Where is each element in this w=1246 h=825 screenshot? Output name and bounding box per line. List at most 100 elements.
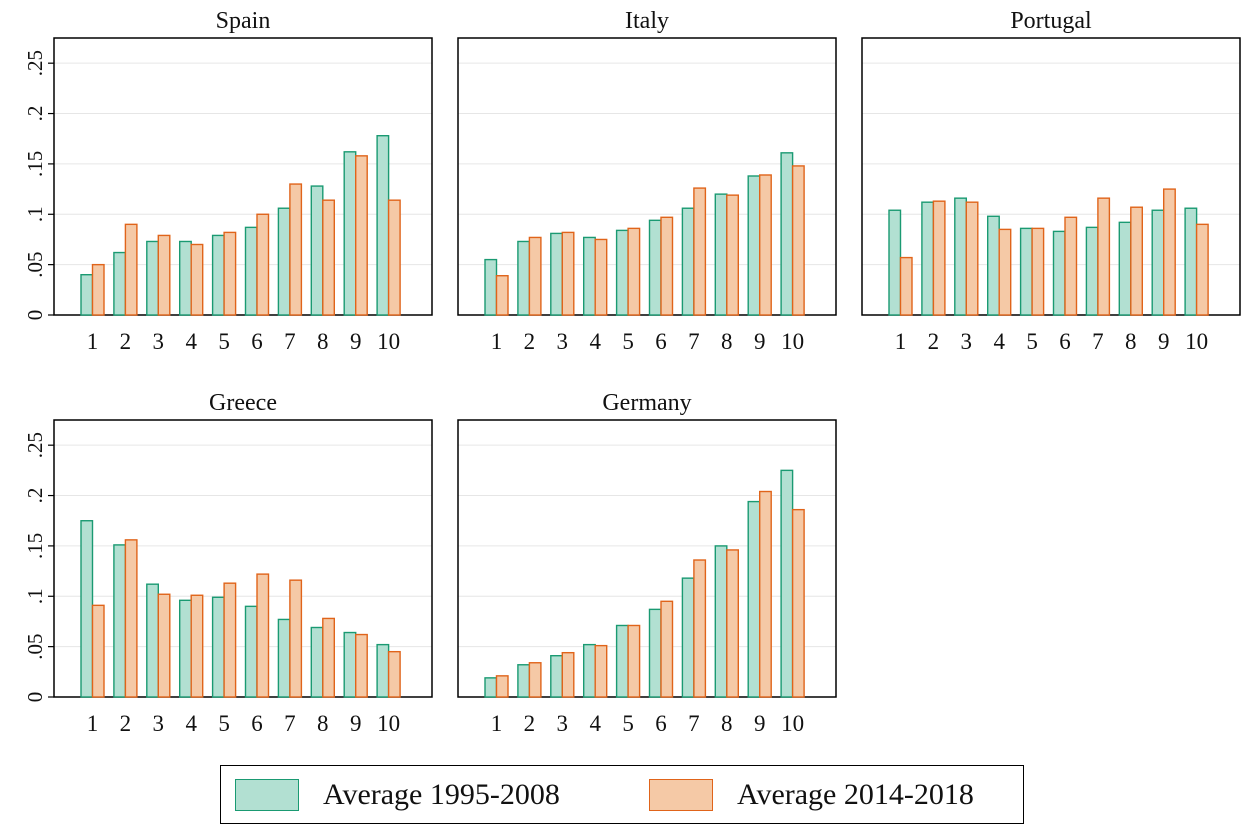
- bar-spain-s2-5: [223, 231, 237, 316]
- bar-germany-s2-1: [495, 675, 509, 698]
- ytick-label-spain-2: .1: [23, 206, 47, 222]
- bar-greece-s2-8: [322, 617, 335, 698]
- xtick-label-italy-6: 6: [655, 329, 667, 354]
- plot-frame-spain: [53, 37, 433, 316]
- bar-portugal-s2-9: [1162, 188, 1176, 316]
- bar-germany-s1-3: [550, 655, 563, 698]
- xtick-label-greece-10: 10: [377, 711, 400, 736]
- bar-greece-s2-10: [387, 650, 401, 698]
- bar-germany-s2-5: [627, 624, 641, 698]
- xtick-label-portugal-8: 8: [1125, 329, 1137, 354]
- plot-frame-greece: [53, 419, 433, 698]
- xtick-label-spain-8: 8: [317, 329, 329, 354]
- ytick-label-spain-4: .2: [23, 106, 47, 122]
- bar-spain-s2-6: [256, 213, 270, 316]
- xtick-label-germany-8: 8: [721, 711, 733, 736]
- bar-greece-s1-8: [310, 626, 324, 698]
- bar-greece-s1-6: [244, 605, 258, 698]
- bar-portugal-s1-6: [1052, 230, 1066, 316]
- xtick-label-italy-2: 2: [524, 329, 536, 354]
- bar-greece-s2-5: [223, 582, 237, 698]
- panel-title-germany: Germany: [602, 390, 691, 416]
- bar-germany-s1-8: [714, 545, 728, 698]
- xtick-label-spain-3: 3: [153, 329, 165, 354]
- xtick-label-portugal-5: 5: [1026, 329, 1038, 354]
- bar-germany-s1-4: [583, 643, 596, 698]
- bar-italy-s2-10: [791, 165, 805, 316]
- xtick-label-portugal-2: 2: [928, 329, 940, 354]
- xtick-label-germany-10: 10: [781, 711, 804, 736]
- xtick-label-portugal-6: 6: [1059, 329, 1071, 354]
- bar-portugal-s2-6: [1064, 216, 1078, 316]
- bar-spain-s1-3: [146, 240, 160, 316]
- bar-germany-s1-9: [747, 500, 761, 698]
- bar-spain-s2-3: [157, 234, 171, 316]
- bar-italy-s1-2: [517, 240, 531, 316]
- panel-spain: Spain 0 .05 .1 .15 .2 .25 1 2 3 4 5 6 7 8 9 10: [23, 8, 433, 354]
- xtick-label-greece-4: 4: [185, 711, 197, 736]
- xtick-label-spain-2: 2: [120, 329, 132, 354]
- bar-spain-s1-10: [376, 135, 390, 316]
- xtick-label-italy-10: 10: [781, 329, 804, 354]
- xtick-label-spain-7: 7: [284, 329, 296, 354]
- bar-portugal-s1-4: [987, 215, 1000, 316]
- bar-greece-s1-10: [376, 643, 390, 698]
- bar-italy-s2-1: [495, 275, 509, 316]
- bar-spain-s2-2: [124, 223, 138, 316]
- xtick-label-portugal-3: 3: [961, 329, 973, 354]
- bar-germany-s2-2: [528, 662, 542, 698]
- plot-frame-portugal: [861, 37, 1241, 316]
- xtick-label-germany-7: 7: [688, 711, 700, 736]
- legend-swatch-series-1: [235, 779, 299, 811]
- bar-germany-s2-7: [693, 559, 707, 698]
- bar-germany-s1-2: [517, 664, 531, 698]
- panel-greece: Greece 0 .05 .1 .15 .2 .25 1 2 3 4 5 6 7 8 9 10: [23, 390, 433, 736]
- bar-italy-s1-9: [747, 175, 761, 316]
- xtick-label-portugal-9: 9: [1158, 329, 1170, 354]
- legend-label-series-2: Average 2014-2018: [737, 778, 974, 811]
- bar-portugal-s2-8: [1130, 206, 1144, 316]
- ytick-label-greece-5: .25: [23, 432, 47, 458]
- bar-italy-s2-3: [561, 231, 575, 316]
- bar-greece-s2-9: [355, 633, 368, 698]
- bar-greece-s1-7: [277, 618, 291, 698]
- bar-italy-s2-7: [693, 187, 707, 316]
- bar-greece-s1-9: [343, 631, 357, 698]
- bar-spain-s2-7: [289, 183, 303, 316]
- bar-germany-s2-6: [660, 600, 674, 698]
- bar-germany-s1-10: [780, 469, 794, 698]
- bar-greece-s1-5: [211, 596, 225, 698]
- xtick-label-spain-4: 4: [185, 329, 197, 354]
- bar-italy-s2-5: [627, 227, 641, 316]
- bar-italy-s1-7: [681, 207, 695, 316]
- xtick-label-germany-4: 4: [589, 711, 601, 736]
- bar-portugal-s2-7: [1097, 197, 1111, 316]
- bar-germany-s2-3: [561, 651, 575, 698]
- bar-greece-s2-1: [91, 604, 105, 698]
- bar-italy-s2-4: [594, 238, 608, 316]
- xtick-label-greece-8: 8: [317, 711, 329, 736]
- bar-greece-s2-3: [157, 593, 171, 698]
- bar-germany-s2-4: [594, 644, 608, 698]
- bar-italy-s1-5: [615, 229, 629, 316]
- bar-portugal-s1-5: [1019, 227, 1033, 316]
- xtick-label-greece-5: 5: [218, 711, 230, 736]
- bar-portugal-s2-1: [899, 256, 913, 316]
- bar-greece-s1-2: [113, 544, 127, 698]
- ytick-label-greece-4: .2: [23, 488, 47, 504]
- plot-frame-germany: [457, 419, 837, 698]
- bar-greece-s2-7: [289, 579, 303, 698]
- ytick-label-greece-3: .15: [23, 533, 47, 559]
- xtick-label-italy-7: 7: [688, 329, 700, 354]
- bar-greece-s2-6: [256, 573, 270, 698]
- xtick-label-italy-5: 5: [622, 329, 634, 354]
- panel-title-greece: Greece: [209, 390, 277, 416]
- xtick-label-germany-2: 2: [524, 711, 536, 736]
- ytick-label-spain-5: .25: [23, 50, 47, 76]
- xtick-label-portugal-4: 4: [993, 329, 1005, 354]
- bar-italy-s1-6: [648, 219, 662, 316]
- bar-germany-s2-10: [791, 508, 805, 698]
- ytick-label-greece-2: .1: [23, 588, 47, 604]
- bar-spain-s1-7: [277, 207, 291, 316]
